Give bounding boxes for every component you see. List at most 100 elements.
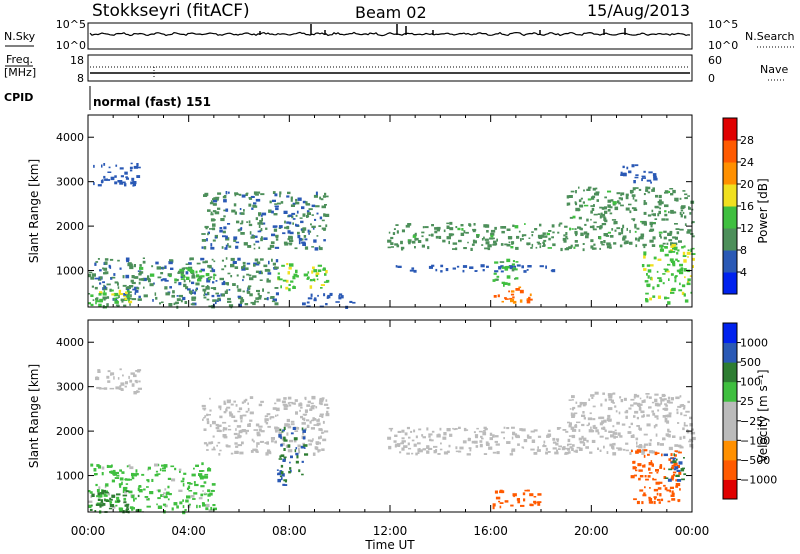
heatmap-cell [222,434,227,438]
heatmap-cell [407,223,412,226]
heatmap-cell [578,447,583,451]
heatmap-cell [214,234,218,239]
colorbar-segment [723,381,737,402]
heatmap-cell [670,250,676,253]
heatmap-cell [515,246,519,250]
heatmap-cell [215,301,217,305]
heatmap-cell [239,429,243,432]
heatmap-cell [604,210,608,214]
heatmap-cell [670,193,674,196]
heatmap-cell [122,374,124,377]
heatmap-cell [647,214,652,217]
heatmap-cell [565,236,568,239]
heatmap-cell [294,430,299,432]
heatmap-cell [688,440,691,443]
heatmap-cell [471,440,474,444]
heatmap-cell [670,453,673,457]
heatmap-cell [511,426,515,429]
heatmap-cell [200,275,205,278]
heatmap-cell [571,428,577,432]
heatmap-cell [507,282,511,286]
heatmap-cell [133,507,135,510]
heatmap-cell [603,233,608,237]
heatmap-cell [230,257,235,261]
power-panel-frame [87,114,693,308]
heatmap-cell [439,448,443,451]
heatmap-cell [253,440,255,443]
heatmap-cell [413,429,416,433]
heatmap-cell [240,227,243,230]
heatmap-cell [163,492,166,495]
heatmap-cell [242,290,245,293]
heatmap-cell [418,428,422,431]
heatmap-cell [264,442,267,444]
heatmap-cell [448,444,451,448]
heatmap-cell [320,284,325,286]
heatmap-cell [651,209,654,213]
heatmap-cell [107,380,111,383]
heatmap-cell [182,276,186,278]
heatmap-cell [103,163,106,166]
heatmap-cell [671,490,674,494]
heatmap-cell [576,421,581,424]
heatmap-cell [124,298,127,301]
heatmap-cell [330,293,333,296]
heatmap-cell [252,448,257,452]
heatmap-cell [406,426,410,430]
heatmap-cell [239,208,242,211]
heatmap-cell [636,445,639,448]
heatmap-cell [643,449,648,452]
heatmap-cell [691,247,695,250]
heatmap-cell [452,267,456,270]
colorbar-tick-label: 25 [740,395,754,408]
heatmap-cell [643,445,646,449]
heatmap-cell [198,497,203,500]
heatmap-cell [182,499,184,502]
heatmap-cell [311,246,315,248]
heatmap-cell [431,430,435,433]
heatmap-cell [655,194,658,198]
heatmap-cell [227,243,229,247]
heatmap-cell [321,448,325,451]
heatmap-cell [315,406,318,409]
heatmap-cell [486,265,489,268]
heatmap-cell [242,275,245,279]
heatmap-cell [271,210,274,214]
heatmap-cell [428,265,433,269]
heatmap-cell [679,488,681,491]
heatmap-cell [635,244,638,248]
heatmap-cell [256,289,260,292]
heatmap-cell [312,266,315,270]
heatmap-cell [630,191,633,194]
heatmap-cell [210,213,214,216]
heatmap-cell [97,498,101,501]
heatmap-cell [638,477,641,481]
heatmap-cell [568,435,572,437]
heatmap-cell [109,258,114,261]
heatmap-cell [195,464,199,467]
heatmap-cell [124,504,129,507]
heatmap-cell [118,294,120,298]
heatmap-cell [670,242,674,246]
heatmap-cell [670,273,674,276]
heatmap-cell [401,229,405,233]
heatmap-cell [234,211,237,215]
heatmap-cell [504,268,509,271]
heatmap-cell [650,460,653,464]
heatmap-cell [631,207,635,210]
heatmap-cell [447,450,450,453]
heatmap-cell [659,397,662,399]
heatmap-cell [583,442,586,445]
heatmap-cell [651,244,656,247]
heatmap-cell [664,253,669,257]
heatmap-cell [298,237,302,241]
heatmap-cell [688,206,690,210]
heatmap-cell [435,235,439,239]
heatmap-cell [567,421,571,424]
heatmap-cell [530,504,534,507]
heatmap-cell [213,287,217,291]
heatmap-cell [476,427,479,430]
heatmap-cell [482,269,485,272]
heatmap-cell [195,287,198,290]
